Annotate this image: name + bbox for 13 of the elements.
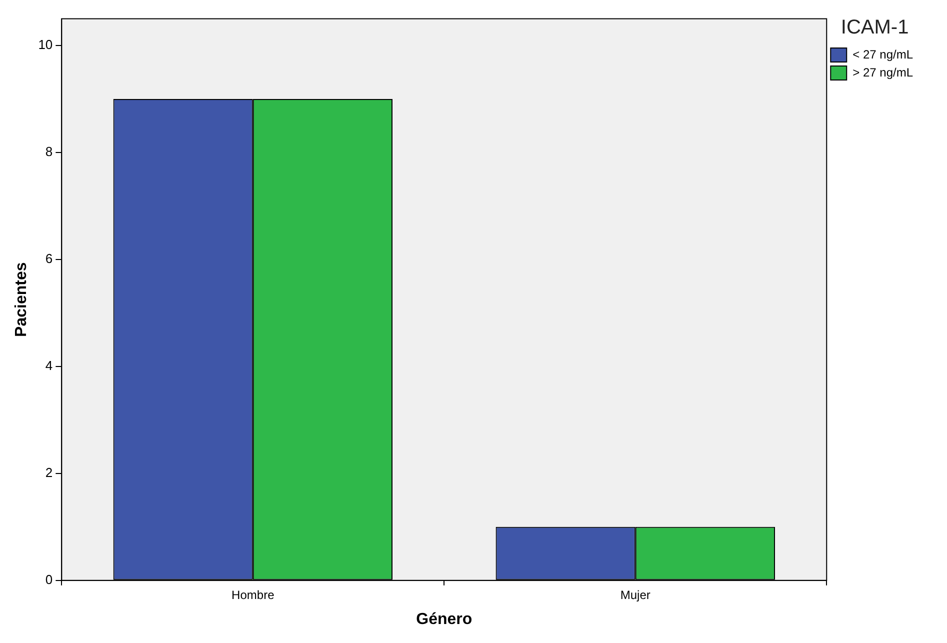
x-axis-title: Género bbox=[416, 610, 472, 628]
x-tick-label: Mujer bbox=[620, 588, 650, 602]
legend-label: < 27 ng/mL bbox=[852, 47, 914, 62]
y-tick-label: 10 bbox=[38, 37, 53, 52]
x-tick-label: Hombre bbox=[232, 588, 275, 602]
y-tick-label: 0 bbox=[45, 572, 53, 587]
y-tick-label: 4 bbox=[45, 358, 53, 374]
y-tick-label: 6 bbox=[45, 251, 53, 266]
y-tick-label: 2 bbox=[45, 465, 53, 480]
y-tick-label: 8 bbox=[45, 144, 53, 160]
y-axis-title: Pacientes bbox=[13, 262, 30, 337]
legend-label: > 27 ng/mL bbox=[852, 65, 914, 80]
legend-title: ICAM-1 bbox=[840, 16, 909, 39]
